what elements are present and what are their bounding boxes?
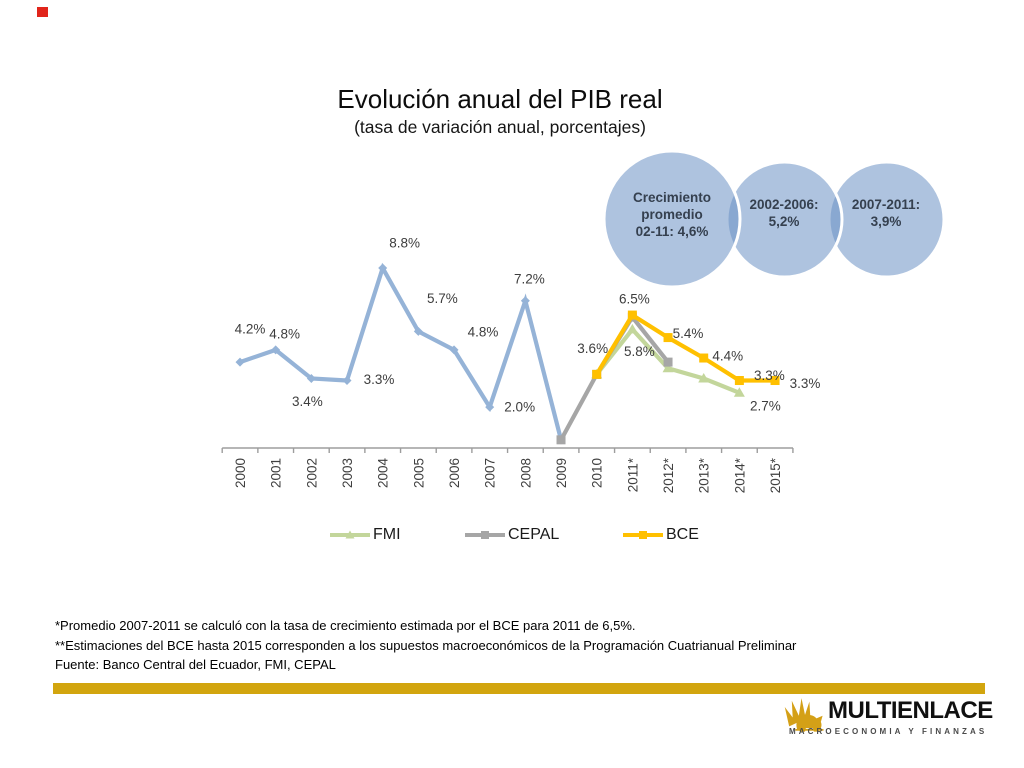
x-tick-label: 2007: [483, 458, 498, 488]
winged-lion-icon: [784, 698, 824, 732]
data-label: 4.8%: [468, 324, 499, 339]
marker-square: [770, 376, 780, 386]
data-label: 2.0%: [504, 400, 535, 415]
marker-triangle: [662, 362, 674, 373]
venn-diagram: [602, 149, 946, 289]
data-label: 4.8%: [269, 326, 300, 341]
legend-label: CEPAL: [508, 526, 560, 543]
marker-square: [592, 369, 602, 379]
legend-swatch: [330, 530, 370, 539]
legend-swatch: [465, 531, 505, 539]
marker-diamond: [413, 326, 423, 336]
marker-square: [699, 353, 709, 363]
venn-label-promedio: Crecimiento promedio 02-11: 4,6%: [632, 190, 712, 239]
series-line-pib-real-hist-rico: [239, 262, 564, 441]
data-label: 3.4%: [292, 394, 323, 409]
x-tick-label: 2004: [376, 458, 391, 489]
data-label: 7.2%: [514, 271, 545, 286]
data-label: 5.4%: [673, 326, 704, 341]
venn-label-2002-2006: 2002-2006: 5,2%: [749, 197, 819, 229]
x-tick-label: 2009: [554, 458, 569, 488]
x-tick-label: 2005: [411, 458, 426, 488]
data-label: 3.3%: [754, 368, 785, 383]
x-tick-label: 2006: [447, 458, 462, 488]
series-line-cepal: [559, 313, 670, 441]
footnotes: *Promedio 2007-2011 se calculó con la ta…: [55, 616, 796, 675]
marker-diamond: [271, 345, 281, 355]
data-label: 4.4%: [712, 349, 743, 364]
x-tick-label: 2015*: [768, 457, 783, 493]
logo-tagline: MACROECONOMIA Y FINANZAS: [789, 727, 988, 736]
logo-title: MULTIENLACE: [828, 697, 993, 724]
marker-square: [663, 357, 673, 367]
marker-diamond: [378, 263, 388, 273]
marker-square: [627, 310, 637, 320]
x-tick-label: 2008: [518, 458, 533, 488]
data-label: 4.2%: [235, 322, 266, 337]
legend-swatch: [623, 531, 663, 539]
legend-label: BCE: [666, 526, 699, 543]
x-tick-label: 2012*: [661, 457, 676, 493]
venn-circle-promedio: [602, 149, 742, 289]
data-label: 5.8%: [624, 344, 655, 359]
marker-diamond: [342, 376, 352, 386]
x-tick-label: 2003: [340, 458, 355, 488]
corner-marker: [37, 7, 48, 17]
data-label: 3.6%: [577, 341, 608, 356]
marker-diamond: [235, 357, 245, 367]
multienlace-logo: MULTIENLACE MACROECONOMIA Y FINANZAS: [783, 694, 993, 744]
footer-accent-bar: [53, 683, 985, 694]
legend-item-fmi: FMI: [330, 525, 401, 545]
series-line-bce: [594, 312, 776, 383]
marker-triangle: [698, 372, 710, 383]
x-tick-label: 2002: [304, 458, 319, 488]
data-label: 2.7%: [750, 398, 781, 413]
data-label: 6.5%: [619, 292, 650, 307]
marker-diamond: [449, 345, 459, 355]
chart-title: Evolución anual del PIB real: [337, 84, 663, 114]
x-tick-label: 2014*: [732, 457, 747, 493]
marker-diamond: [306, 373, 316, 383]
data-label: 8.8%: [389, 236, 420, 251]
chart-subtitle: (tasa de variación anual, porcentajes): [354, 117, 646, 137]
x-tick-label: 2011*: [625, 457, 640, 492]
line-chart: 2000 2001 2002 2003 2004 2005 2006 2007 2008 2009…: [221, 236, 821, 493]
marker-square: [556, 435, 566, 445]
marker-square: [734, 376, 744, 386]
marker-diamond: [520, 296, 530, 306]
data-label: 3.3%: [364, 372, 395, 387]
marker-triangle: [733, 387, 745, 397]
venn-label-2007-2011: 2007-2011: 3,9%: [851, 197, 921, 229]
footnote-line-2: **Estimaciones del BCE hasta 2015 corres…: [55, 637, 797, 653]
footnote-line-3: Fuente: Banco Central del Ecuador, FMI, …: [55, 657, 336, 672]
legend-item-bce: BCE: [623, 525, 699, 545]
legend-item-cepal: CEPAL: [465, 525, 559, 545]
x-tick-label: 2010: [590, 458, 605, 488]
x-tick-label: 2013*: [697, 457, 712, 493]
data-label: 5.7%: [427, 291, 458, 306]
footnote-line-1: *Promedio 2007-2011 se calculó con la ta…: [55, 618, 636, 633]
x-tick-label: 2000: [233, 458, 248, 488]
legend-label: FMI: [373, 526, 401, 543]
marker-diamond: [485, 402, 495, 412]
marker-square: [663, 333, 673, 343]
data-label: 3.3%: [790, 376, 821, 391]
x-tick-label: 2001: [269, 458, 284, 488]
marker-triangle: [626, 323, 638, 334]
